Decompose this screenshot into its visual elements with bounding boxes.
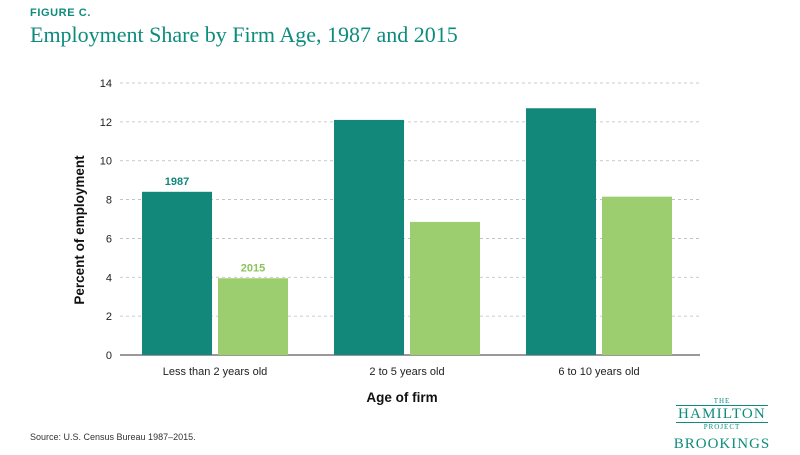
- source-note: Source: U.S. Census Bureau 1987–2015.: [30, 432, 196, 442]
- series-label-1987: 1987: [165, 176, 189, 188]
- y-tick-label: 14: [100, 78, 112, 90]
- x-axis-label: Age of firm: [366, 390, 437, 405]
- y-tick-label: 0: [106, 350, 112, 362]
- bar-1987: [334, 119, 404, 356]
- bar-2015: [218, 278, 288, 355]
- series-labels: 1987 2015: [165, 176, 265, 274]
- y-tick-label: 8: [106, 195, 112, 207]
- bars: [142, 108, 672, 356]
- x-tick-label: Less than 2 years old: [163, 366, 268, 378]
- chart-title: Employment Share by Firm Age, 1987 and 2…: [30, 22, 458, 47]
- logo-the: THE: [713, 397, 731, 405]
- y-tick-label: 12: [100, 117, 112, 129]
- figure-label: FIGURE C.: [30, 7, 92, 19]
- y-tick-label: 4: [106, 272, 112, 284]
- logo-hamilton: HAMILTON: [676, 405, 768, 423]
- bar-2015: [410, 221, 480, 355]
- y-tick-labels: 0 2 4 6 8 10 12 14: [100, 78, 112, 362]
- bar-1987: [526, 108, 596, 355]
- x-tick-label: 2 to 5 years old: [369, 366, 444, 378]
- logo-project: PROJECT: [703, 423, 741, 431]
- hamilton-brookings-logo: THE HAMILTON PROJECT BROOKINGS: [664, 397, 780, 453]
- y-tick-label: 6: [106, 233, 112, 245]
- bar-2015: [602, 196, 672, 355]
- series-label-2015: 2015: [241, 262, 265, 274]
- y-axis-label: Percent of employment: [72, 155, 87, 305]
- x-tick-labels: Less than 2 years old 2 to 5 years old 6 t…: [163, 366, 640, 378]
- y-tick-label: 2: [106, 311, 112, 323]
- y-tick-label: 10: [100, 156, 112, 168]
- logo-brookings: BROOKINGS: [673, 436, 771, 452]
- bar-1987: [142, 191, 212, 355]
- x-tick-label: 6 to 10 years old: [558, 366, 639, 378]
